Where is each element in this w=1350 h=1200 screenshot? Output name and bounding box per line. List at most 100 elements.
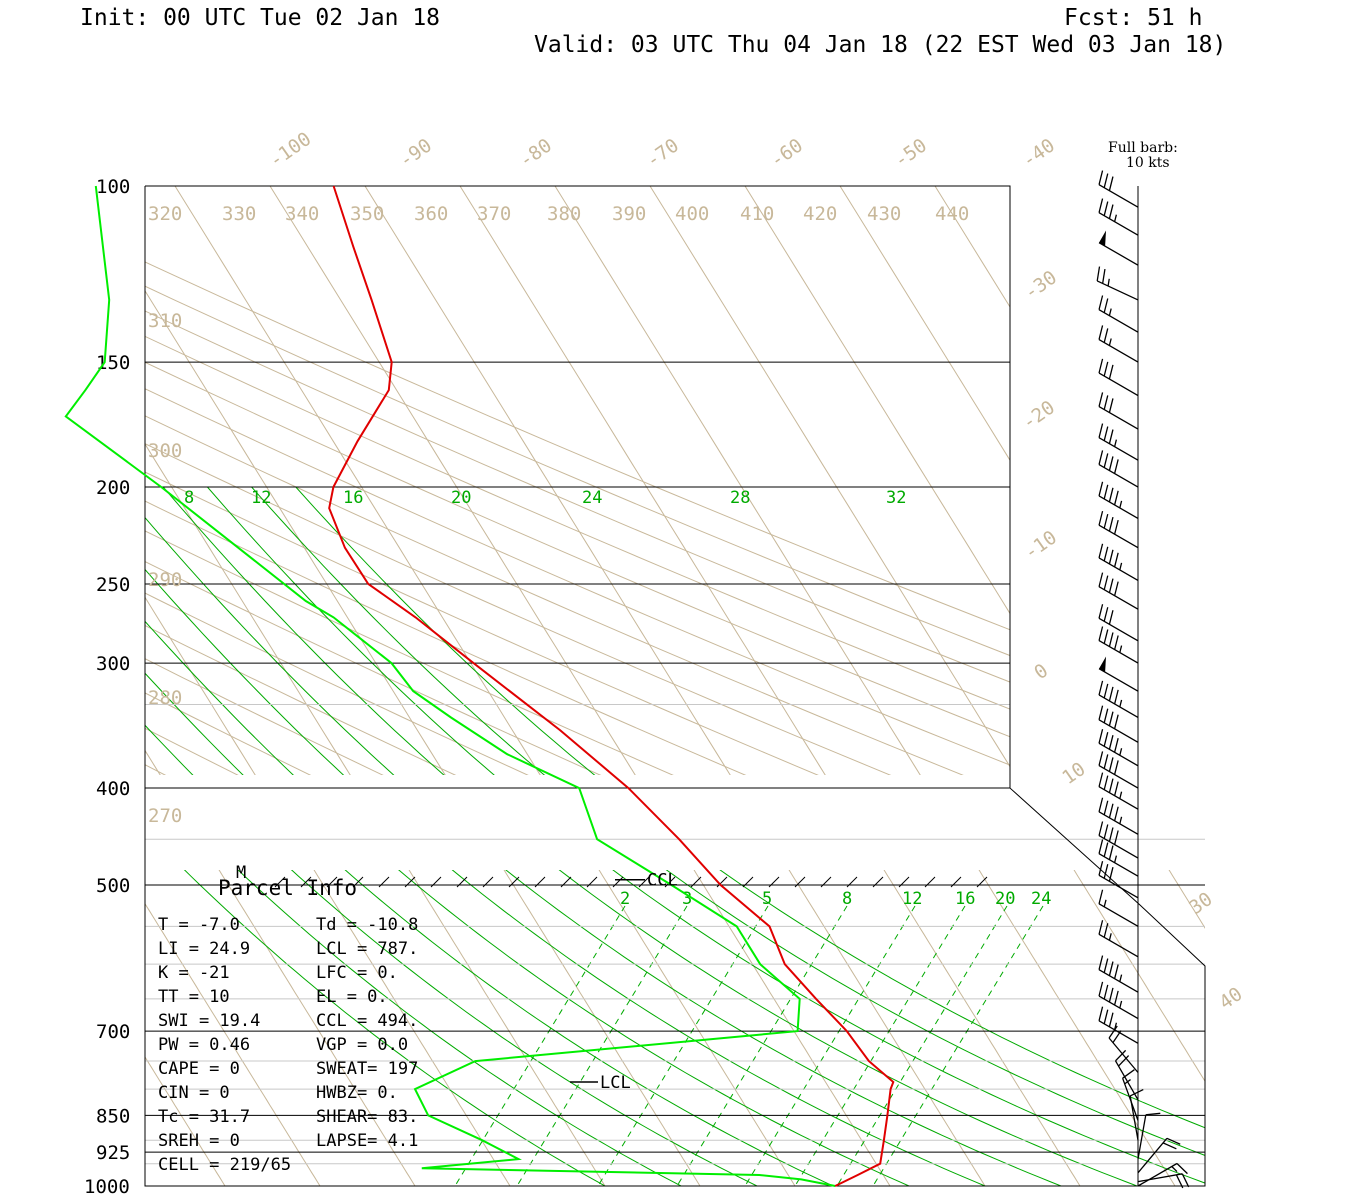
wind-barb (1098, 1006, 1139, 1044)
barb-full (1108, 778, 1114, 793)
parcel-info-title: Parcel Info (218, 876, 357, 900)
barb-full (1098, 626, 1104, 641)
wind-barb (1096, 266, 1139, 301)
barb-full (1098, 510, 1104, 526)
wind-barb (1098, 358, 1139, 397)
mixing-ratio-line (516, 905, 688, 1186)
moist-adiabat (398, 870, 910, 1186)
hatch-mark (846, 876, 858, 888)
barb-full (1098, 751, 1104, 766)
moist-adiabat (145, 568, 345, 775)
hatch-mark (638, 876, 650, 888)
parcel-row-10-right: LAPSE= 4.1 (316, 1131, 418, 1151)
parcel-row-4-left: TT = 10 (158, 987, 230, 1007)
mixing-ratio-line (676, 905, 848, 1186)
pressure-label: 925 (96, 1142, 130, 1164)
barb-full (1181, 1173, 1190, 1188)
wind-barb (1098, 626, 1139, 664)
barb-full (1108, 827, 1114, 842)
parcel-row-5-right: CCL = 494. (316, 1011, 418, 1031)
barb-full (1098, 861, 1104, 876)
barb-full (1108, 364, 1114, 380)
isotherm (145, 443, 351, 775)
barb-staff (1098, 339, 1139, 363)
barb-full (1102, 268, 1106, 284)
barb-half (1124, 1079, 1131, 1085)
isotherm-label: -30 (1020, 266, 1061, 304)
hatch-mark (560, 876, 572, 888)
barb-staff (1098, 835, 1139, 859)
barb-full (1098, 797, 1104, 813)
isotherm (145, 596, 256, 775)
temperature-line (328, 185, 895, 1187)
barb-half (1119, 645, 1123, 653)
lcl-label: LCL (600, 1073, 631, 1093)
barb-half (1119, 816, 1123, 825)
isotherm (1168, 870, 1205, 929)
parcel-row-7-left: CAPE = 0 (158, 1059, 240, 1079)
wind-barb (1098, 751, 1139, 789)
wind-barb (1098, 680, 1139, 719)
theta-label: 410 (740, 203, 774, 225)
barb-staff (1098, 811, 1139, 835)
barb-full (1103, 426, 1109, 441)
parcel-row-3-right: LFC = 0. (316, 963, 398, 983)
wind-barb (1137, 1112, 1161, 1160)
barb-full (1113, 459, 1119, 474)
pressure-label: 200 (96, 477, 130, 499)
barb-full (1113, 990, 1119, 1006)
parcel-row-1-right: Td = -10.8 (316, 915, 418, 935)
parcel-row-4-right: EL = 0. (316, 987, 388, 1007)
barb-full (1108, 735, 1114, 750)
barb-full (1103, 800, 1109, 816)
hatch-mark (404, 876, 416, 888)
barb-full (1108, 867, 1114, 882)
barb-full (1112, 1030, 1122, 1043)
hatch-mark (352, 876, 364, 888)
theta-label: 360 (414, 203, 448, 225)
theta-label: 390 (612, 203, 646, 225)
mixing-ratio-label: 8 (842, 889, 852, 909)
pressure-label: 1000 (84, 1176, 130, 1198)
barb-full (1098, 423, 1104, 438)
moist-adiabat (162, 486, 445, 775)
isotherm-label: 10 (1058, 758, 1089, 789)
barb-staff (1137, 1114, 1147, 1160)
wind-barb (1098, 821, 1139, 859)
wind-barb (1098, 392, 1139, 430)
parcel-row-9-right: SHEAR= 83. (316, 1107, 418, 1127)
wind-barb (1098, 572, 1139, 610)
wind-barb (1098, 656, 1139, 692)
isotherm (839, 186, 1010, 462)
hatch-mark (664, 876, 676, 888)
barb-full (1113, 806, 1119, 822)
barb-full (1145, 1112, 1161, 1116)
barb-staff (1129, 1095, 1139, 1141)
pressure-label: 100 (96, 176, 130, 198)
barb-full (1096, 266, 1101, 282)
parcel-row-7-right: SWEAT= 197 (316, 1059, 418, 1079)
barb-full (1098, 821, 1104, 836)
wind-barb (1098, 920, 1139, 958)
barb-full (1098, 481, 1104, 497)
isotherm (840, 186, 1350, 1186)
mixing-ratio-line (794, 905, 966, 1186)
barb-staff (1098, 874, 1139, 899)
mixing-ratio-label: 12 (902, 889, 922, 909)
init-time: Init: 00 UTC Tue 02 Jan 18 (80, 5, 440, 31)
barb-full (1098, 325, 1104, 340)
barb-full (1098, 604, 1104, 619)
barb-full (1098, 955, 1104, 970)
barb-full (1108, 610, 1114, 625)
barb-staff (1098, 969, 1139, 993)
pressure-label: 500 (96, 875, 130, 897)
wind-barb (1098, 955, 1139, 993)
parcel-row-2-left: LI = 24.9 (158, 939, 250, 959)
hatch-mark (924, 876, 936, 888)
isotherm (0, 186, 35, 1186)
barb-full (1098, 680, 1104, 696)
barb-full (1108, 757, 1114, 772)
barb-full (1103, 361, 1109, 377)
barb-full (1162, 1142, 1177, 1150)
barb-staff (1096, 280, 1139, 301)
